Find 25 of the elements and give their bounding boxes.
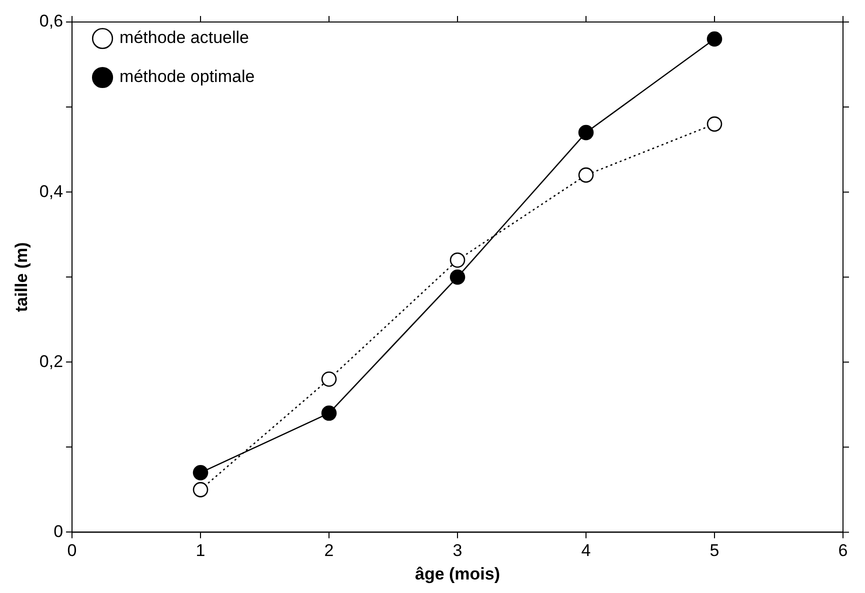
x-tick-label: 2 xyxy=(324,541,334,560)
point xyxy=(578,124,594,140)
x-tick-label: 6 xyxy=(838,541,848,560)
y-tick-label: 0,6 xyxy=(39,12,64,31)
point xyxy=(578,167,594,183)
point xyxy=(192,482,208,498)
y-tick-label: 0,4 xyxy=(39,182,64,201)
legend-label: méthode actuelle xyxy=(120,28,250,48)
x-tick-label: 1 xyxy=(196,541,206,560)
point xyxy=(706,116,722,132)
x-tick-label: 0 xyxy=(67,541,77,560)
point xyxy=(706,31,722,47)
point xyxy=(321,406,337,421)
y-tick-label: 0,2 xyxy=(39,352,64,371)
y-tick-label: 0 xyxy=(54,522,64,541)
point xyxy=(192,465,208,480)
x-tick-label: 5 xyxy=(710,541,720,560)
legend-label: méthode optimale xyxy=(120,67,255,86)
y-axis-title: taille (m) xyxy=(12,242,31,312)
point xyxy=(450,269,466,285)
x-axis-title: âge (mois) xyxy=(415,564,500,584)
x-tick-label: 3 xyxy=(452,541,462,560)
point xyxy=(450,252,466,268)
x-tick-label: 4 xyxy=(581,541,591,560)
point xyxy=(321,371,337,387)
